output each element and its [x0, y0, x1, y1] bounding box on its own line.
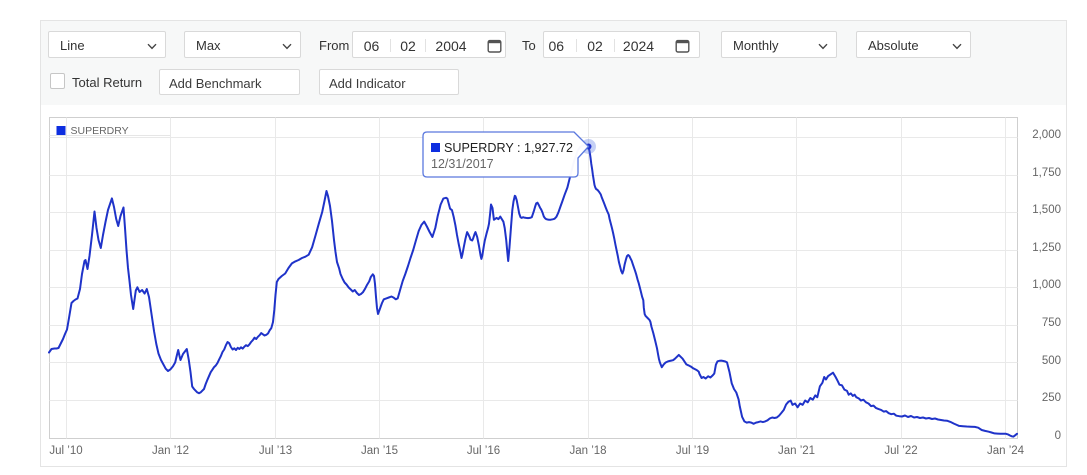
svg-text:1,500: 1,500	[1032, 204, 1061, 216]
svg-text:500: 500	[1042, 355, 1061, 367]
svg-text:Jul ’13: Jul ’13	[259, 445, 292, 457]
svg-text:2,000: 2,000	[1032, 129, 1061, 141]
svg-text:Jul ’22: Jul ’22	[884, 445, 917, 457]
svg-text:1,750: 1,750	[1032, 167, 1061, 179]
svg-text:Jan ’24: Jan ’24	[987, 445, 1025, 457]
svg-text:12/31/2017: 12/31/2017	[431, 157, 494, 171]
svg-text:1,250: 1,250	[1032, 242, 1061, 254]
svg-text:Jul ’19: Jul ’19	[676, 445, 709, 457]
svg-text:1,000: 1,000	[1032, 279, 1061, 291]
svg-text:SUPERDRY: SUPERDRY	[71, 125, 129, 137]
svg-text:0: 0	[1055, 430, 1061, 442]
svg-text:Jan ’18: Jan ’18	[569, 445, 606, 457]
svg-text:SUPERDRY : 1,927.72: SUPERDRY : 1,927.72	[444, 141, 573, 155]
svg-text:Jan ’21: Jan ’21	[778, 445, 815, 457]
svg-text:Jul ’16: Jul ’16	[467, 445, 500, 457]
svg-text:250: 250	[1042, 392, 1061, 404]
svg-text:750: 750	[1042, 317, 1061, 329]
svg-text:Jan ’15: Jan ’15	[361, 445, 398, 457]
svg-text:Jul ’10: Jul ’10	[49, 445, 82, 457]
svg-text:Jan ’12: Jan ’12	[152, 445, 189, 457]
